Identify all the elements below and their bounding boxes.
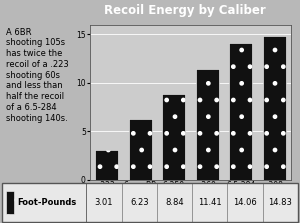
- Text: A 6BR
shooting 105s
has twice the
recoil of a .223
shooting 60s
and less than
ha: A 6BR shooting 105s has twice the recoil…: [6, 28, 68, 123]
- Bar: [196, 69, 219, 180]
- Text: 6.23: 6.23: [130, 198, 148, 207]
- Bar: [95, 150, 118, 180]
- Bar: [262, 36, 286, 180]
- Text: 14.06: 14.06: [233, 198, 257, 207]
- Text: 3.01: 3.01: [95, 198, 113, 207]
- Text: Foot-Pounds: Foot-Pounds: [17, 198, 77, 207]
- Bar: [6, 191, 14, 214]
- Text: 14.83: 14.83: [268, 198, 292, 207]
- Text: Recoil Energy by Caliber: Recoil Energy by Caliber: [103, 4, 266, 17]
- Bar: [229, 43, 253, 180]
- Bar: [128, 119, 152, 180]
- Bar: [162, 94, 185, 180]
- FancyBboxPatch shape: [2, 183, 298, 222]
- Text: 11.41: 11.41: [198, 198, 222, 207]
- Text: 8.84: 8.84: [165, 198, 184, 207]
